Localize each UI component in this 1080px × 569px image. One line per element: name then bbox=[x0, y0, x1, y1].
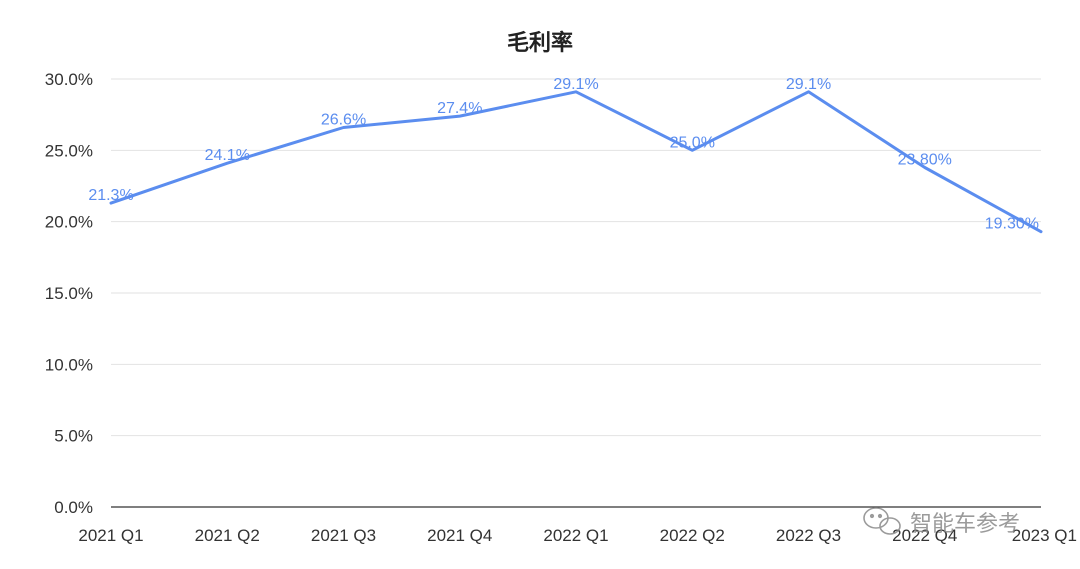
x-tick-label: 2022 Q1 bbox=[543, 526, 608, 545]
gridlines bbox=[111, 78, 1041, 437]
data-label: 27.4% bbox=[437, 100, 482, 117]
y-axis-ticks: 0.0% 5.0% 10.0% 15.0% 20.0% 25.0% 30.0% bbox=[45, 70, 93, 517]
data-label: 21.3% bbox=[88, 187, 133, 204]
data-label: 19.30% bbox=[985, 216, 1039, 233]
y-tick-label: 5.0% bbox=[54, 427, 93, 446]
y-tick-label: 30.0% bbox=[45, 70, 93, 89]
x-axis-ticks: 2021 Q1 2021 Q2 2021 Q3 2021 Q4 2022 Q1 2022 … bbox=[78, 526, 1077, 545]
series-line bbox=[109, 90, 1043, 234]
watermark-text: 智能车参考 bbox=[910, 512, 1020, 537]
data-label: 26.6% bbox=[321, 112, 366, 129]
data-label: 29.1% bbox=[786, 76, 831, 93]
data-label: 24.1% bbox=[205, 147, 250, 164]
x-tick-label: 2022 Q3 bbox=[776, 526, 841, 545]
data-label: 29.1% bbox=[553, 76, 598, 93]
x-tick-label: 2023 Q1 bbox=[1012, 526, 1077, 545]
x-tick-label: 2021 Q1 bbox=[78, 526, 143, 545]
y-tick-label: 20.0% bbox=[45, 213, 93, 232]
x-tick-label: 2021 Q2 bbox=[195, 526, 260, 545]
chart-title: 毛利率 bbox=[507, 30, 573, 56]
data-label: 23.80% bbox=[898, 151, 952, 168]
x-tick-label: 2021 Q4 bbox=[427, 526, 492, 545]
data-labels: 21.3% 24.1% 26.6% 27.4% 29.1% 25.0% 29.1% 23.80… bbox=[88, 76, 1039, 233]
y-tick-label: 0.0% bbox=[54, 498, 93, 517]
y-tick-label: 25.0% bbox=[45, 141, 93, 160]
data-label: 25.0% bbox=[670, 134, 715, 151]
y-tick-label: 10.0% bbox=[45, 355, 93, 374]
y-tick-label: 15.0% bbox=[45, 284, 93, 303]
wechat-icon bbox=[863, 507, 901, 535]
x-tick-label: 2022 Q4 bbox=[892, 526, 957, 545]
x-tick-label: 2022 Q2 bbox=[660, 526, 725, 545]
watermark: 智能车参考 bbox=[863, 507, 1020, 537]
x-tick-label: 2021 Q3 bbox=[311, 526, 376, 545]
